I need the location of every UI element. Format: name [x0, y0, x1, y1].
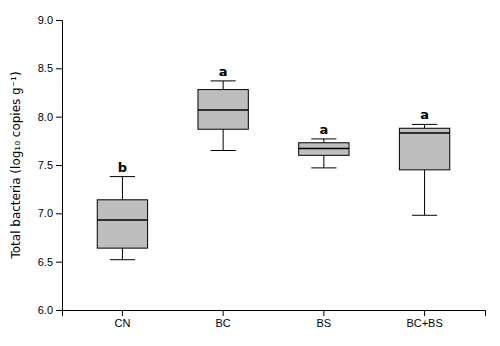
median	[97, 219, 147, 221]
median	[198, 109, 248, 111]
lower-cap	[412, 215, 437, 216]
y-tick: 7.0	[38, 207, 62, 219]
y-tick-mark	[56, 213, 62, 214]
median	[399, 132, 449, 134]
y-tick-mark	[56, 20, 62, 21]
x-tick-label: BC+BS	[406, 317, 442, 329]
box	[97, 200, 147, 248]
upper-whisker	[223, 81, 224, 90]
y-tick: 8.0	[38, 111, 62, 123]
y-tick: 8.5	[38, 62, 62, 74]
letter: a	[219, 64, 228, 79]
y-tick-label: 8.0	[38, 111, 53, 123]
lower-whisker	[424, 170, 425, 215]
upper-cap	[211, 80, 236, 81]
x-axis-line	[63, 311, 486, 317]
y-tick: 7.5	[38, 159, 62, 171]
y-axis-line	[56, 21, 63, 311]
box-group	[198, 81, 248, 151]
y-tick: 6.0	[38, 304, 62, 316]
lower-whisker	[323, 155, 324, 168]
x-tick: BC+BS	[406, 310, 442, 329]
x-tick-mark	[323, 310, 324, 316]
upper-cap	[412, 124, 437, 125]
upper-cap	[311, 138, 336, 139]
letter: b	[118, 160, 127, 175]
chart: 6.0 6.5 7.0 7.5 8.0 8.5 9.0 CN BC BS BC+BS b a a a Tota…	[0, 0, 500, 346]
boxes	[97, 81, 450, 260]
upper-whisker	[323, 139, 324, 143]
box	[399, 128, 449, 170]
x-tick-mark	[122, 310, 123, 316]
box-group	[97, 177, 147, 260]
y-tick-mark	[56, 310, 62, 311]
upper-whisker	[122, 177, 123, 200]
letter: a	[319, 122, 328, 137]
box	[198, 90, 248, 130]
lower-cap	[311, 167, 336, 168]
lower-cap	[211, 150, 236, 151]
box-group	[399, 124, 449, 215]
y-axis: 6.0 6.5 7.0 7.5 8.0 8.5 9.0	[38, 14, 63, 316]
lower-cap	[110, 259, 135, 260]
letter: a	[420, 107, 429, 122]
x-tick-label: BC	[216, 317, 231, 329]
box-group	[299, 139, 349, 168]
x-tick-mark	[424, 310, 425, 316]
y-tick-label: 6.5	[38, 256, 53, 268]
plot: 6.0 6.5 7.0 7.5 8.0 8.5 9.0 CN BC BS BC+BS b a a a	[38, 14, 486, 329]
x-tick-label: BS	[317, 317, 332, 329]
y-tick-label: 6.0	[38, 304, 53, 316]
y-tick-mark	[56, 165, 62, 166]
x-axis: CN BC BS BC+BS	[63, 310, 486, 329]
lower-whisker	[122, 248, 123, 260]
y-tick-label: 7.5	[38, 159, 53, 171]
y-axis-title: Total bacteria (log₁₀ copies g⁻¹)	[9, 71, 23, 259]
upper-whisker	[424, 124, 425, 128]
x-tick: BS	[317, 310, 332, 329]
lower-whisker	[223, 129, 224, 150]
y-tick-label: 7.0	[38, 207, 53, 219]
y-tick-mark	[56, 68, 62, 69]
y-tick-label: 8.5	[38, 62, 53, 74]
x-tick-mark	[223, 310, 224, 316]
y-tick-mark	[56, 117, 62, 118]
y-tick: 6.5	[38, 256, 62, 268]
y-tick-label: 9.0	[38, 14, 53, 26]
x-tick: CN	[114, 310, 130, 329]
y-tick: 9.0	[38, 14, 62, 26]
x-tick: BC	[216, 310, 231, 329]
x-tick-label: CN	[114, 317, 130, 329]
median	[299, 148, 349, 150]
y-tick-mark	[56, 262, 62, 263]
upper-cap	[110, 176, 135, 177]
box	[299, 143, 349, 156]
letters: b a a a	[118, 64, 429, 175]
